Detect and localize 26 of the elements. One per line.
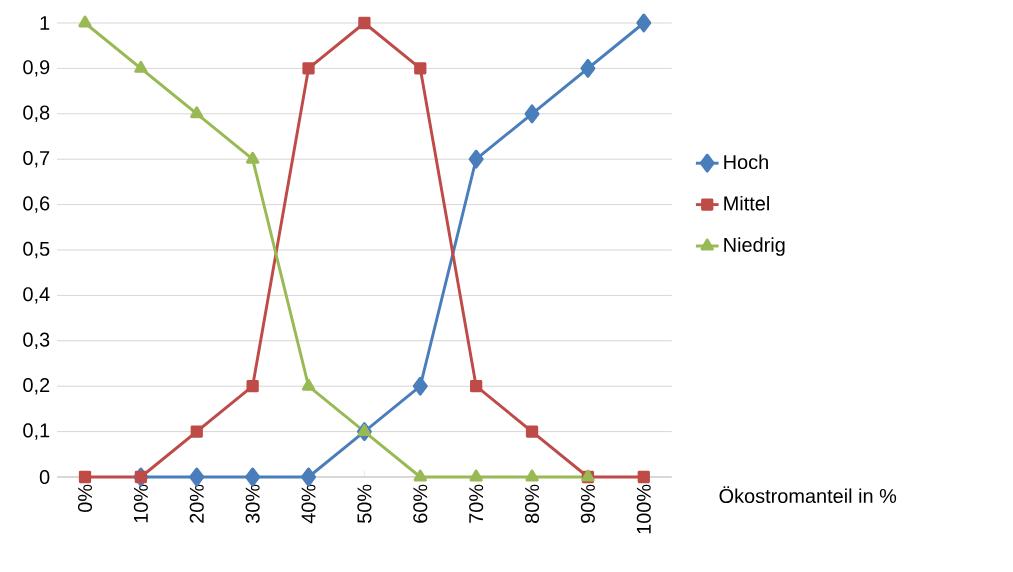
x-tick-label: 70% bbox=[469, 484, 484, 523]
x-tick-label: 40% bbox=[301, 484, 316, 524]
x-tick-label: 60% bbox=[413, 484, 428, 523]
x-tick-label: 100% bbox=[636, 484, 651, 534]
legend-label: Niedrig bbox=[724, 237, 785, 256]
legend-label: Mittel bbox=[724, 195, 769, 211]
y-tick-label: 0,5 bbox=[23, 241, 50, 259]
y-tick-label: 0,7 bbox=[23, 150, 50, 168]
x-tick-label: 30% bbox=[245, 484, 260, 524]
y-tick-label: 0,3 bbox=[23, 332, 50, 350]
x-tick-label: 50% bbox=[357, 484, 372, 523]
y-tick-label: 0,2 bbox=[23, 377, 50, 395]
legend-label: Hoch bbox=[724, 154, 768, 170]
x-tick-label: 0% bbox=[77, 484, 93, 512]
y-tick-label: 0,8 bbox=[23, 105, 50, 123]
y-tick-label: 0,1 bbox=[23, 423, 50, 440]
y-tick-label: 0,6 bbox=[23, 196, 50, 213]
y-tick-label: 0,4 bbox=[23, 287, 50, 304]
x-tick-label: 20% bbox=[189, 484, 204, 523]
x-axis-title: Ökostromanteil in % bbox=[719, 486, 897, 504]
x-tick-label: 10% bbox=[133, 484, 148, 523]
y-tick-label: 0 bbox=[39, 469, 50, 485]
x-tick-label: 90% bbox=[580, 484, 595, 523]
y-tick-label: 0,9 bbox=[23, 60, 50, 77]
x-tick-label: 80% bbox=[524, 484, 540, 523]
y-tick-label: 1 bbox=[40, 16, 50, 30]
